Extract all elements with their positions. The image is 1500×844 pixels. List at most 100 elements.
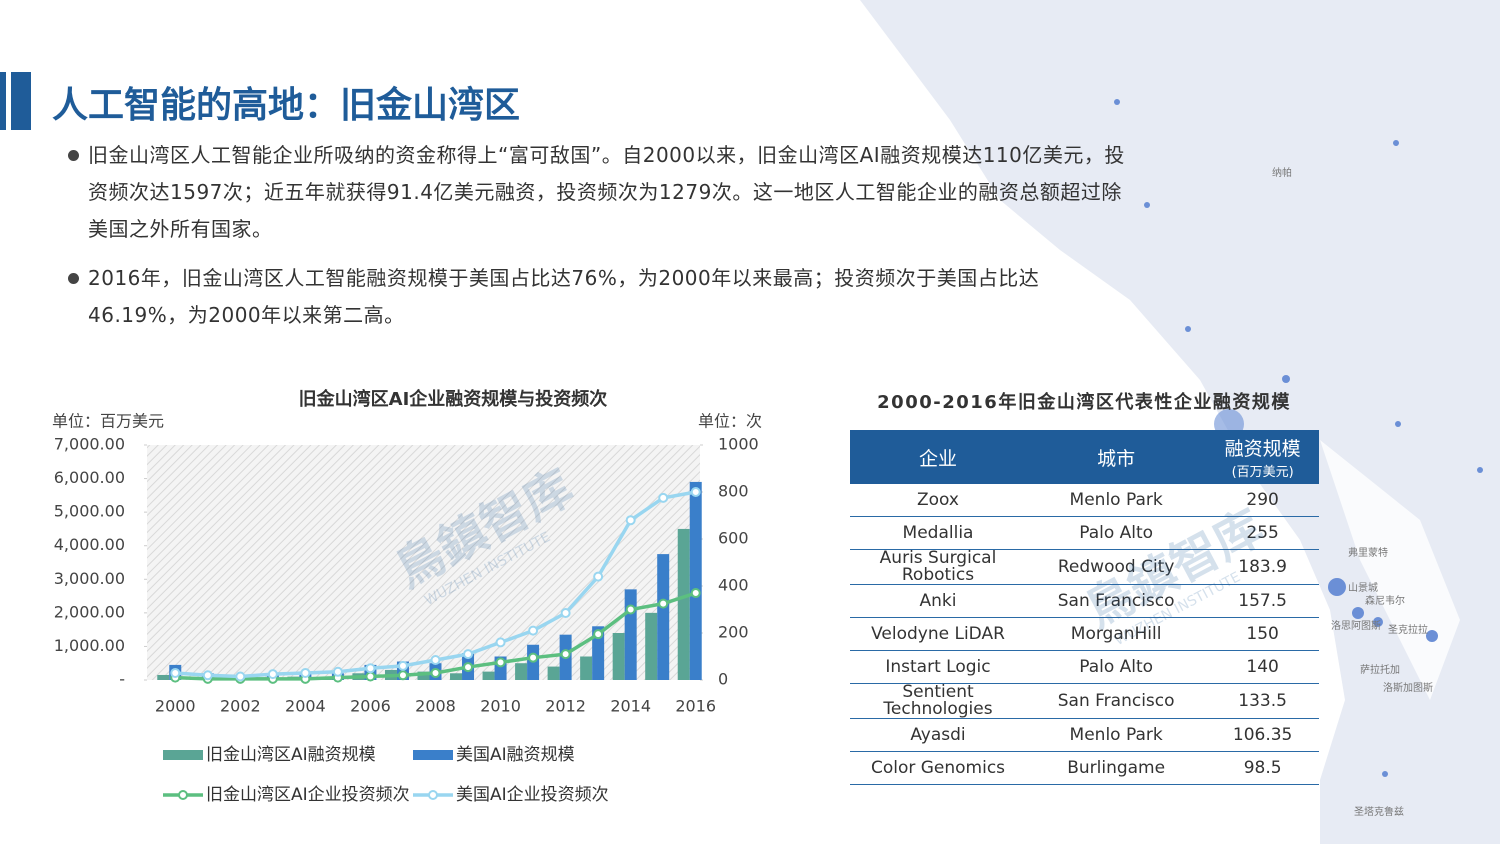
x-tick-label: 2008: [415, 697, 456, 716]
legend-label: 旧金山湾区AI企业投资频次: [206, 785, 410, 805]
map-label: 圣塔克鲁兹: [1354, 805, 1404, 818]
line-marker: [365, 671, 376, 682]
line-marker: [300, 667, 311, 678]
x-tick-label: 2012: [545, 697, 586, 716]
map-label: 森尼韦尔: [1365, 594, 1405, 607]
line-marker: [593, 571, 604, 582]
line-marker: [528, 652, 539, 663]
table-row: Color Genomics Burlingame 98.5: [850, 751, 1319, 785]
y2-tick-label: 400: [718, 576, 749, 595]
bar: [157, 674, 170, 680]
map-label: 弗里蒙特: [1348, 546, 1388, 559]
header-text: 融资规模: [1224, 438, 1301, 460]
table-cell: Auris Surgical Robotics: [850, 549, 1026, 585]
x-tick-label: 2006: [350, 697, 391, 716]
table-cell: 157.5: [1206, 584, 1319, 618]
legend-swatch: [163, 750, 203, 760]
title-bar: [0, 72, 6, 130]
line-marker: [625, 515, 636, 526]
line-marker: [593, 629, 604, 640]
table-title: 2000-2016年旧金山湾区代表性企业融资规模: [877, 392, 1291, 413]
line-marker: [235, 671, 246, 682]
legend-label: 美国AI融资规模: [456, 745, 575, 765]
title-bar: [11, 72, 31, 130]
y2-tick-label: 0: [718, 670, 728, 689]
map-label: 山景城: [1348, 582, 1378, 594]
y-tick-label: 5,000.00: [54, 502, 125, 521]
y-axis-unit: 单位：百万美元: [52, 412, 164, 431]
table-cell: Instart Logic: [850, 650, 1026, 684]
line-marker: [430, 667, 441, 678]
table-header: 企业: [850, 430, 1026, 484]
line-marker: [397, 670, 408, 681]
legend-swatch: [178, 790, 188, 800]
table-cell: 106.35: [1206, 718, 1319, 752]
bar: [624, 589, 637, 680]
bar: [580, 656, 593, 680]
map-label: 纳帕: [1272, 166, 1292, 179]
y-tick-label: 3,000.00: [54, 569, 125, 588]
table-cell: 140: [1206, 650, 1319, 684]
bar: [677, 528, 690, 680]
header-unit: (百万美元): [1231, 465, 1294, 480]
table-cell: Menlo Park: [1026, 484, 1207, 517]
table-cell: 290: [1206, 484, 1319, 517]
line-marker: [690, 588, 701, 599]
legend-label: 旧金山湾区AI融资规模: [206, 745, 376, 765]
bar: [689, 481, 702, 680]
x-tick-label: 2000: [155, 697, 196, 716]
y-tick-label: 1,000.00: [54, 636, 125, 655]
map-land: [860, 0, 1500, 844]
slide-title: 人工智能的高地：旧金山湾区: [52, 85, 521, 126]
x-tick-label: 2016: [675, 697, 716, 716]
bar: [417, 671, 430, 680]
y-tick-label: 7,000.00: [54, 435, 125, 454]
table-cell: Palo Alto: [1026, 516, 1207, 550]
y2-tick-label: 800: [718, 482, 749, 501]
table-header: 融资规模 (百万美元): [1206, 430, 1319, 484]
line-marker: [170, 667, 181, 678]
table-cell: 133.5: [1206, 683, 1319, 719]
map-label: 萨拉托加: [1360, 663, 1400, 676]
x-tick-label: 2002: [220, 697, 261, 716]
y2-tick-label: 200: [718, 623, 749, 642]
legend-swatch: [428, 790, 438, 800]
line-marker: [267, 669, 278, 680]
table-row: Velodyne LiDAR MorganHill 150: [850, 617, 1319, 651]
line-marker: [495, 637, 506, 648]
y-tick-label: -: [119, 670, 125, 689]
line-marker: [463, 662, 474, 673]
table-row: Medallia Palo Alto 255: [850, 516, 1319, 550]
table-row: Sentient Technologies San Francisco 133.5: [850, 683, 1319, 719]
y2-tick-label: 1000: [718, 435, 759, 454]
table-header: 城市: [1026, 430, 1207, 484]
x-tick-label: 2014: [610, 697, 651, 716]
y-tick-label: 2,000.00: [54, 602, 125, 621]
table-cell: Zoox: [850, 484, 1026, 517]
line-marker: [365, 663, 376, 674]
x-tick-label: 2004: [285, 697, 326, 716]
table-row: Anki San Francisco 157.5: [850, 584, 1319, 618]
x-tick-label: 2010: [480, 697, 521, 716]
map-label: 洛斯加图斯: [1383, 681, 1433, 694]
table-cell: 98.5: [1206, 751, 1319, 785]
map-label: 圣克拉拉: [1388, 623, 1428, 636]
line-marker: [690, 487, 701, 497]
line-marker: [658, 598, 669, 609]
bar: [657, 554, 670, 680]
table-cell: San Francisco: [1026, 584, 1207, 618]
line-marker: [463, 649, 474, 660]
line-marker: [560, 649, 571, 660]
table-cell: San Francisco: [1026, 683, 1207, 719]
table-cell: Color Genomics: [850, 751, 1026, 785]
table-cell: Palo Alto: [1026, 650, 1207, 684]
bar: [592, 626, 605, 680]
bar: [515, 663, 528, 680]
table-cell: Anki: [850, 584, 1026, 618]
y-tick-label: 6,000.00: [54, 468, 125, 487]
table-cell: Ayasdi: [850, 718, 1026, 752]
chart-title: 旧金山湾区AI企业融资规模与投资频次: [299, 388, 608, 410]
line-marker: [495, 657, 506, 668]
